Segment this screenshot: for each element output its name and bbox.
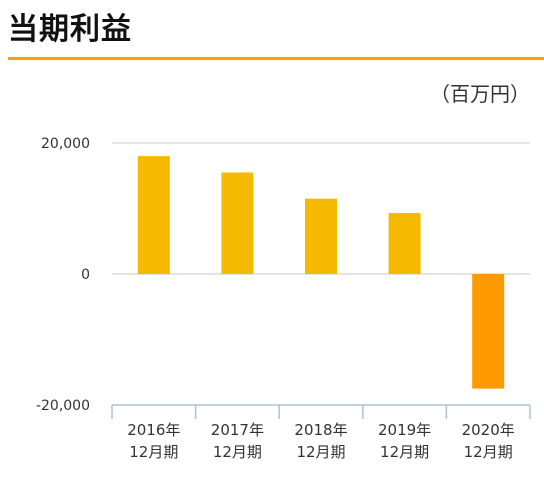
y-tick-label: -20,000 xyxy=(36,398,90,414)
bar-2 xyxy=(305,198,337,274)
x-category-label: 12月期 xyxy=(213,443,262,461)
bar-4 xyxy=(472,274,505,389)
x-category-label: 2016年 xyxy=(127,421,180,439)
x-category-label: 2020年 xyxy=(462,421,515,439)
x-category-label: 12月期 xyxy=(296,443,345,461)
x-category-label: 12月期 xyxy=(380,443,429,461)
x-category-label: 2018年 xyxy=(294,421,347,439)
title-underline xyxy=(8,57,544,60)
y-tick-label: 0 xyxy=(81,267,90,283)
unit-label: （百万円） xyxy=(430,82,530,106)
x-category-label: 12月期 xyxy=(464,443,513,461)
page-title: 当期利益 xyxy=(8,12,132,47)
y-tick-label: 20,000 xyxy=(41,136,90,152)
x-category-label: 2017年 xyxy=(211,421,264,439)
x-category-label: 2019年 xyxy=(378,421,431,439)
x-category-label: 12月期 xyxy=(129,443,178,461)
bar-0 xyxy=(137,156,170,274)
bar-1 xyxy=(221,172,254,274)
bar-3 xyxy=(388,213,421,274)
